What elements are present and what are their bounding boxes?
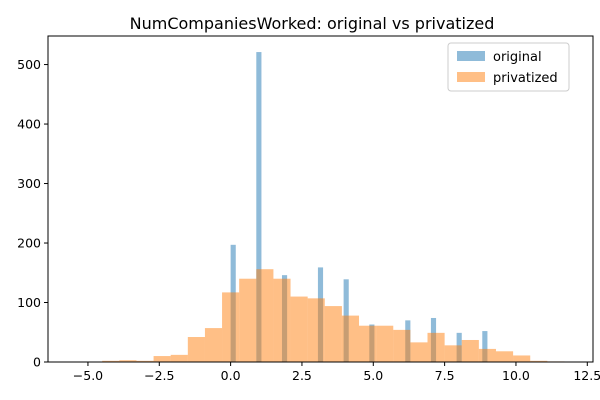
legend-swatch-privatized [457,72,485,82]
privatized-bar [478,348,496,362]
privatized-bar [204,328,223,362]
y-axis: 0 100 200 300 400 500 [17,57,48,370]
x-tick-label: 10.0 [502,368,530,383]
privatized-bar [376,325,394,362]
privatized-bar [102,360,120,362]
privatized-bar [530,360,548,362]
privatized-bar [513,355,531,362]
privatized-bar [290,296,308,362]
y-tick-label: 400 [17,117,41,132]
privatized-bar [359,325,377,362]
x-tick-label: −5.0 [73,368,103,383]
plot-frame [47,35,594,363]
privatized-bar [222,292,240,362]
x-tick-label: 12.5 [573,368,600,383]
y-tick-label: 100 [17,295,41,310]
privatized-bar [239,278,257,362]
legend-label-privatized: privatized [493,71,558,86]
chart-title: NumCompaniesWorked: original vs privatiz… [130,14,495,33]
x-tick-label: 7.5 [435,368,455,383]
privatized-bar [393,329,411,362]
privatized-bar [427,332,445,362]
bars-layer [102,52,565,363]
legend-label-original: original [493,50,542,65]
privatized-bar [273,278,291,362]
privatized-bar [341,315,360,362]
x-tick-label: 2.5 [292,368,312,383]
x-tick-label: 5.0 [363,368,383,383]
privatized-bar [256,269,274,362]
privatized-bar [495,351,514,362]
privatized-bar [119,360,137,362]
y-tick-label: 300 [17,176,41,191]
privatized-bar [410,342,428,362]
x-tick-label: 0.0 [221,368,241,383]
privatized-bar [444,345,462,362]
privatized-bar [153,356,171,362]
y-tick-label: 0 [33,355,41,370]
privatized-bar [136,360,154,362]
privatized-bar [461,339,479,362]
privatized-bar [170,354,188,362]
y-tick-label: 200 [17,236,41,251]
legend: original privatized [447,42,570,92]
x-axis: −5.0 −2.5 0.0 2.5 5.0 7.5 10.0 12.5 [73,362,600,383]
original-bar [482,331,488,362]
privatized-bar [187,337,205,362]
y-tick-label: 500 [17,57,41,72]
legend-swatch-original [457,51,485,61]
original-bar [256,52,262,363]
privatized-bar [324,306,342,362]
series-privatized [102,269,565,362]
x-tick-label: −2.5 [144,368,174,383]
privatized-bar [307,298,325,362]
